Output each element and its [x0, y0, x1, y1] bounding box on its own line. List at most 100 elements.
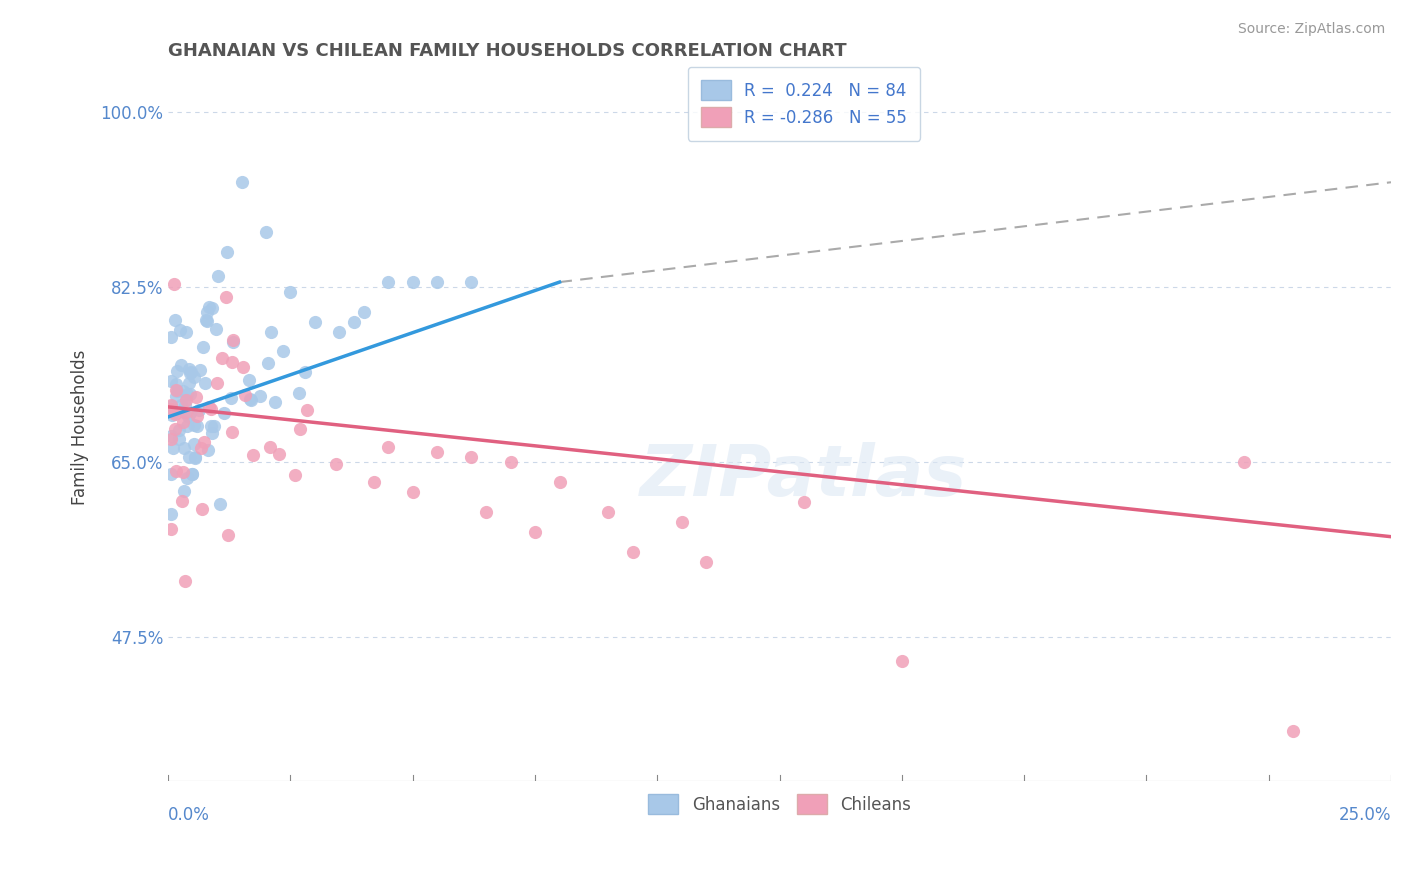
Point	[159, 399, 181, 413]
Point	[294, 365, 316, 379]
Y-axis label: Family Households: Family Households	[72, 349, 89, 505]
Point	[377, 440, 399, 454]
Point	[176, 471, 198, 485]
Point	[194, 376, 217, 390]
Point	[231, 175, 253, 189]
Point	[256, 356, 278, 370]
Point	[159, 398, 181, 412]
Text: ZIPatlas: ZIPatlas	[640, 442, 967, 511]
Point	[232, 360, 254, 375]
Point	[165, 464, 187, 478]
Point	[184, 451, 207, 466]
Point	[174, 392, 197, 407]
Point	[165, 383, 187, 397]
Point	[188, 363, 211, 377]
Point	[890, 655, 912, 669]
Point	[166, 364, 188, 378]
Point	[239, 393, 262, 408]
Point	[163, 422, 186, 436]
Point	[170, 398, 193, 412]
Point	[197, 442, 219, 457]
Point	[160, 429, 183, 443]
Point	[195, 314, 218, 328]
Point	[249, 389, 271, 403]
Point	[259, 440, 281, 454]
Point	[548, 475, 571, 489]
Point	[328, 325, 350, 339]
Point	[1282, 724, 1305, 739]
Point	[177, 409, 200, 423]
Point	[402, 484, 425, 499]
Point	[205, 376, 228, 390]
Point	[695, 555, 717, 569]
Point	[173, 483, 195, 498]
Point	[219, 392, 242, 406]
Point	[173, 442, 195, 456]
Point	[353, 305, 375, 319]
Point	[1233, 455, 1256, 469]
Point	[159, 507, 181, 521]
Point	[167, 423, 190, 437]
Point	[200, 418, 222, 433]
Text: GHANAIAN VS CHILEAN FAMILY HOUSEHOLDS CORRELATION CHART: GHANAIAN VS CHILEAN FAMILY HOUSEHOLDS CO…	[169, 42, 846, 60]
Point	[188, 403, 211, 417]
Text: 0.0%: 0.0%	[169, 806, 209, 824]
Point	[179, 406, 201, 420]
Point	[201, 301, 224, 316]
Point	[288, 385, 311, 400]
Point	[159, 374, 181, 388]
Point	[211, 351, 233, 365]
Point	[176, 325, 198, 339]
Point	[170, 358, 193, 372]
Point	[181, 467, 204, 482]
Point	[793, 494, 815, 508]
Point	[204, 419, 226, 434]
Point	[162, 441, 184, 455]
Point	[260, 326, 283, 340]
Point	[254, 225, 277, 239]
Point	[170, 493, 193, 508]
Point	[295, 402, 318, 417]
Point	[363, 475, 385, 489]
Point	[280, 285, 302, 299]
Point	[177, 450, 200, 465]
Point	[179, 366, 201, 380]
Point	[200, 401, 222, 416]
Point	[159, 522, 181, 536]
Point	[186, 409, 208, 423]
Point	[163, 277, 186, 292]
Point	[304, 315, 326, 329]
Point	[343, 315, 366, 329]
Point	[165, 377, 187, 392]
Point	[238, 373, 260, 387]
Point	[193, 435, 215, 450]
Point	[176, 419, 198, 434]
Legend: Ghanaians, Chileans: Ghanaians, Chileans	[640, 786, 920, 822]
Point	[215, 290, 238, 304]
Point	[173, 574, 195, 589]
Point	[159, 467, 181, 481]
Point	[183, 370, 205, 384]
Point	[426, 275, 449, 289]
Point	[183, 436, 205, 450]
Point	[169, 323, 191, 337]
Point	[183, 417, 205, 432]
Point	[174, 404, 197, 418]
Point	[172, 416, 194, 430]
Point	[163, 407, 186, 421]
Point	[233, 388, 256, 402]
Point	[325, 457, 347, 471]
Point	[183, 450, 205, 464]
Point	[271, 343, 294, 358]
Point	[172, 384, 194, 399]
Point	[159, 402, 181, 417]
Point	[621, 544, 644, 558]
Point	[524, 524, 547, 539]
Point	[460, 450, 482, 464]
Point	[263, 394, 285, 409]
Point	[290, 422, 312, 436]
Point	[191, 501, 214, 516]
Point	[222, 334, 245, 349]
Point	[165, 389, 187, 403]
Point	[475, 505, 498, 519]
